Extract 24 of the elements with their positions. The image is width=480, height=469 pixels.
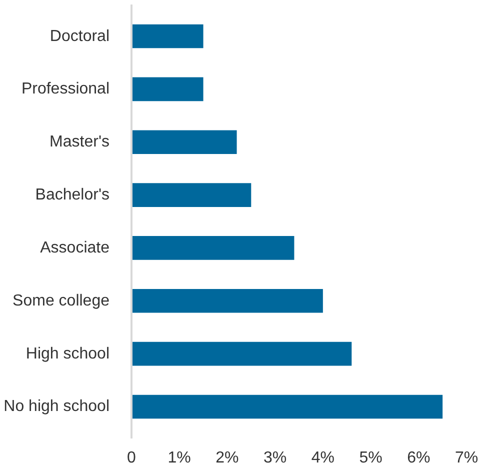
y-tick-label: Bachelor's [35,186,110,204]
x-tick-label: 3% [264,450,287,466]
x-tick-label: 7% [454,450,478,466]
x-tick-label: 4% [311,450,334,466]
y-tick-label: Doctoral [50,28,110,45]
bar [132,342,352,366]
y-tick-label: High school [26,345,110,362]
bar [132,183,252,207]
bar [132,130,237,154]
y-tick-label: Master's [50,134,110,151]
x-tick-label: 0 [127,450,136,466]
x-tick-label: 1% [168,450,191,466]
bar [132,288,323,313]
x-tick-label: 5% [359,450,382,466]
bar [132,24,204,48]
y-tick-label: Professional [21,80,110,98]
y-tick-label: Associate [40,239,110,256]
bar [132,394,443,419]
x-tick-label: 2% [216,450,239,466]
y-tick-label: Some college [12,292,110,310]
bar [132,236,294,260]
x-tick-label: 6% [407,450,430,466]
y-tick-label: No high school [4,398,110,416]
bar [132,77,204,102]
